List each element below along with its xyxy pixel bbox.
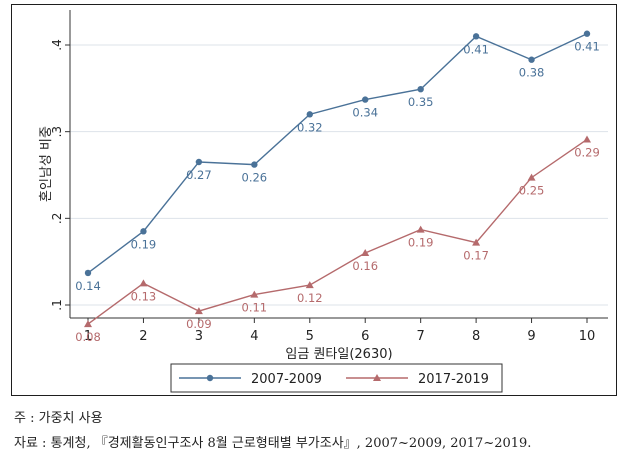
data-label: 0.17 bbox=[463, 249, 489, 263]
data-label: 0.08 bbox=[75, 330, 101, 344]
data-label: 0.19 bbox=[131, 237, 157, 251]
y-tick-label: .3 bbox=[50, 126, 64, 137]
data-point bbox=[139, 279, 148, 287]
data-label: 0.19 bbox=[408, 236, 434, 250]
data-label: 0.27 bbox=[186, 168, 212, 182]
x-tick-label: 3 bbox=[195, 329, 203, 344]
data-label: 0.29 bbox=[574, 145, 600, 159]
series-line-2007-2009 bbox=[87, 33, 588, 274]
data-label: 0.41 bbox=[463, 42, 489, 56]
data-point bbox=[84, 269, 92, 277]
data-point bbox=[472, 238, 481, 246]
legend-marker bbox=[206, 374, 214, 382]
y-axis-title: 혼인남성 비중 bbox=[39, 126, 54, 202]
data-point bbox=[195, 158, 203, 166]
x-tick-label: 10 bbox=[579, 329, 596, 344]
data-point bbox=[140, 228, 147, 235]
x-tick-label: 8 bbox=[472, 329, 480, 344]
data-label: 0.14 bbox=[75, 279, 101, 293]
data-label: 0.35 bbox=[408, 95, 434, 109]
data-point bbox=[583, 30, 591, 37]
x-tick-label: 6 bbox=[361, 329, 369, 344]
x-axis-title: 임금 퀀타일(2630) bbox=[285, 347, 392, 362]
data-label: 0.16 bbox=[352, 259, 378, 273]
data-point bbox=[527, 173, 536, 181]
y-tick-label: .2 bbox=[50, 213, 64, 224]
data-point bbox=[361, 249, 370, 256]
data-point bbox=[251, 161, 258, 168]
x-tick-label: 9 bbox=[527, 329, 535, 344]
legend-label: 2007-2009 bbox=[251, 372, 322, 387]
chart-note: 주 : 가중치 사용 bbox=[14, 411, 103, 426]
series-line-2017-2019 bbox=[87, 138, 588, 325]
data-label: 0.26 bbox=[242, 171, 268, 185]
data-label: 0.09 bbox=[186, 317, 212, 331]
data-label: 0.34 bbox=[352, 106, 378, 120]
data-point bbox=[250, 290, 259, 298]
data-label: 0.41 bbox=[574, 40, 600, 54]
y-tick-label: .1 bbox=[50, 299, 64, 310]
line-chart: .1 .2 .3 .4 1 2 3 4 5 6 7 8 9 10 임금 퀀타일(2630) 혼인남성 비중 0.… bbox=[39, 10, 608, 393]
data-point bbox=[306, 111, 313, 118]
x-tick-label: 4 bbox=[250, 329, 258, 344]
plot-area bbox=[70, 10, 608, 318]
data-point bbox=[362, 96, 369, 103]
x-tick-label: 5 bbox=[306, 329, 314, 344]
data-label: 0.38 bbox=[519, 66, 545, 80]
data-point bbox=[416, 225, 425, 233]
y-tick-label: .4 bbox=[50, 39, 64, 50]
data-label: 0.11 bbox=[242, 301, 268, 315]
data-point bbox=[528, 56, 535, 63]
data-point bbox=[84, 320, 92, 328]
data-label: 0.25 bbox=[519, 184, 545, 198]
legend-label: 2017-2019 bbox=[418, 372, 489, 387]
data-label: 0.13 bbox=[131, 289, 157, 303]
data-point bbox=[305, 281, 314, 289]
data-point bbox=[417, 86, 424, 93]
data-point bbox=[472, 33, 480, 40]
data-label: 0.32 bbox=[297, 120, 323, 134]
x-tick-label: 2 bbox=[139, 329, 147, 344]
legend-marker bbox=[373, 374, 381, 381]
data-point bbox=[583, 135, 591, 143]
x-tick-label: 1 bbox=[84, 329, 92, 344]
data-label: 0.12 bbox=[297, 291, 323, 305]
x-tick-label: 7 bbox=[417, 329, 425, 344]
data-point bbox=[194, 307, 203, 315]
chart-source: 자료 : 통계청, 『경제활동인구조사 8월 근로형태별 부가조사』, 2007… bbox=[14, 436, 532, 451]
